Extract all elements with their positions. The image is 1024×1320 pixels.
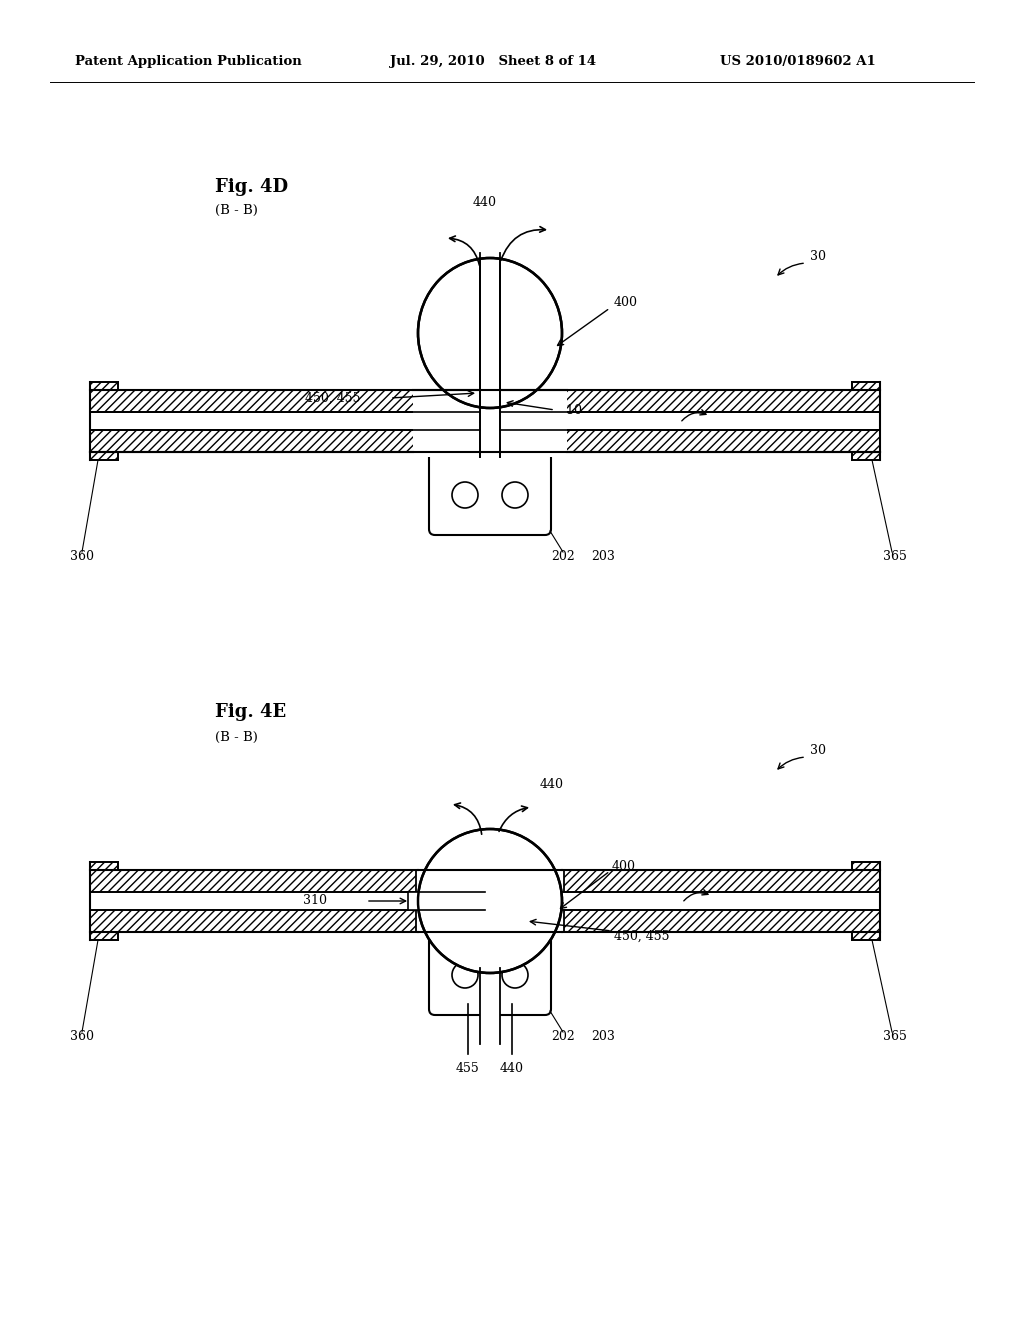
Circle shape [452,962,478,987]
Text: 440: 440 [540,777,564,791]
Bar [90,932,118,940]
Text: Fig. 4D: Fig. 4D [215,178,288,195]
Bar [90,381,118,389]
Bar [852,932,880,940]
Text: 365: 365 [883,550,907,564]
Text: Fig. 4E: Fig. 4E [215,704,286,721]
Bar [408,892,485,909]
Text: 203: 203 [591,1031,615,1044]
Circle shape [452,482,478,508]
Text: Patent Application Publication: Patent Application Publication [75,55,302,69]
Bar [500,389,880,412]
Circle shape [502,482,528,508]
Text: 365: 365 [883,1031,907,1044]
Text: 450, 455: 450, 455 [305,392,360,404]
Bar [852,862,880,870]
FancyBboxPatch shape [429,451,551,535]
Bar [564,909,880,932]
Text: (B - B): (B - B) [215,730,258,743]
Bar [852,451,880,459]
Bar [413,389,567,457]
Bar [500,430,880,451]
Bar [479,257,501,408]
Bar [90,870,416,892]
Text: 455: 455 [456,1063,480,1076]
Text: 360: 360 [70,1031,94,1044]
Bar [90,862,118,870]
Bar [90,909,416,932]
Text: 400: 400 [614,297,638,309]
Text: Jul. 29, 2010   Sheet 8 of 14: Jul. 29, 2010 Sheet 8 of 14 [390,55,596,69]
Text: (B - B): (B - B) [215,203,258,216]
Bar [480,968,500,1044]
Text: 310: 310 [558,404,582,417]
Bar [90,430,480,451]
Text: 203: 203 [591,550,615,564]
Text: 440: 440 [473,197,497,210]
Text: 360: 360 [70,550,94,564]
Text: 400: 400 [612,859,636,873]
Bar [90,451,118,459]
Text: 440: 440 [500,1063,524,1076]
Ellipse shape [418,257,562,408]
FancyBboxPatch shape [429,931,551,1015]
Bar [852,381,880,389]
Text: 30: 30 [810,743,826,756]
Ellipse shape [418,257,562,408]
Bar [480,257,500,408]
Bar [564,870,880,892]
Circle shape [502,962,528,987]
Text: US 2010/0189602 A1: US 2010/0189602 A1 [720,55,876,69]
Bar [480,253,500,457]
Text: 310: 310 [303,895,327,908]
Text: 202: 202 [551,550,574,564]
Bar [90,389,480,412]
Text: 450, 455: 450, 455 [614,929,670,942]
Text: 202: 202 [551,1031,574,1044]
Text: 30: 30 [810,251,826,264]
Ellipse shape [418,829,562,973]
